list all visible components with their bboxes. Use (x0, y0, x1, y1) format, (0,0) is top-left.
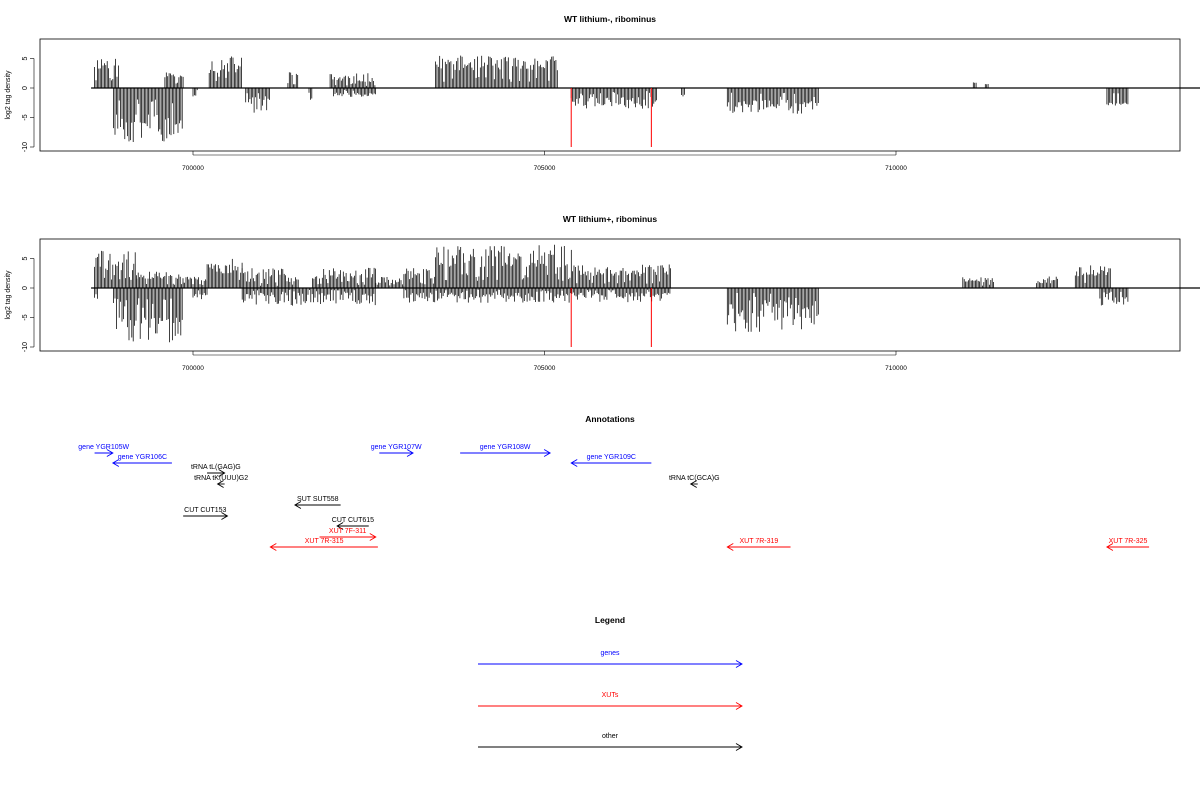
annotation-feature: gene YGR107W (371, 444, 422, 457)
annotation-arrowhead (294, 501, 302, 509)
annotation-label: tRNA tC(GCA)G (669, 475, 720, 482)
annotation-label: gene YGR105W (78, 444, 129, 451)
annotation-arrowhead (726, 543, 734, 551)
annotation-label: CUT CUT153 (184, 507, 226, 514)
annotation-feature: SUT SUT558 (294, 496, 341, 509)
annotation-feature: gene YGR109C (570, 454, 652, 467)
y-tick-label: 0 (22, 86, 29, 90)
y-tick-label: 0 (22, 286, 29, 290)
annotation-feature: CUT CUT153 (183, 507, 229, 520)
panel2-plot: 5 0 -5 -10 700000 705000 710000 (22, 244, 1200, 372)
annotation-label: gene YGR109C (587, 454, 636, 461)
annotation-feature: XUT 7R-315 (269, 538, 378, 551)
annotation-tracks: gene YGR105W gene YGR106C tRNA tL(GAG)G tRN… (78, 444, 1150, 551)
legend-label: XUTs (602, 692, 619, 699)
legend-arrowhead (735, 702, 743, 710)
annotation-label: XUT 7R-319 (740, 538, 779, 545)
y-tick-label: -10 (22, 342, 29, 352)
panel1-frame (39, 38, 1181, 152)
annotation-label: XUT 7R-315 (305, 538, 344, 545)
panel2-title: WT lithium+, ribominus (563, 214, 657, 224)
x-tick-label: 710000 (885, 165, 907, 172)
annotation-feature: CUT CUT615 (332, 517, 374, 530)
annotation-arrowhead (269, 543, 277, 551)
annotation-feature: XUT 7R-325 (1106, 538, 1150, 551)
annotation-arrowhead (1106, 543, 1114, 551)
annotation-feature: tRNA tC(GCA)G (669, 475, 720, 488)
legend: genes XUTs other (478, 650, 743, 751)
annotation-label: XUT 7F-311 (329, 528, 367, 535)
y-tick-label: -10 (22, 142, 29, 152)
annotation-label: gene YGR108W (480, 444, 531, 451)
legend-title: Legend (595, 615, 625, 625)
x-tick-label: 700000 (182, 365, 204, 372)
annotation-arrowhead (216, 480, 224, 488)
y-tick-label: -5 (22, 314, 29, 320)
x-tick-label: 705000 (534, 365, 556, 372)
annotations-title: Annotations (585, 414, 635, 424)
panel1-plot: 5 0 -5 -10 700000 705000 710000 (22, 55, 1200, 172)
annotation-label: tRNA tK(UUU)G2 (194, 475, 248, 482)
annotation-feature: XUT 7R-319 (726, 538, 791, 551)
annotation-arrowhead (106, 449, 114, 457)
annotation-label: CUT CUT615 (332, 517, 374, 524)
y-tick-label: 5 (22, 56, 29, 60)
annotation-arrowhead (570, 459, 578, 467)
annotation-label: tRNA tL(GAG)G (191, 464, 241, 471)
legend-arrowhead (735, 743, 743, 751)
panel2-frame (39, 238, 1181, 352)
annotation-arrowhead (111, 459, 120, 467)
annotation-feature: gene YGR106C (111, 454, 172, 467)
annotation-label: XUT 7R-325 (1109, 538, 1148, 545)
annotation-feature: XUT 7F-311 (319, 528, 377, 541)
annotation-arrowhead (369, 533, 377, 541)
x-tick-label: 710000 (885, 365, 907, 372)
panel2-ylabel: log2 tag density (5, 270, 12, 320)
annotation-arrowhead (336, 522, 344, 530)
y-tick-label: 5 (22, 256, 29, 260)
annotation-feature: gene YGR105W (78, 444, 130, 457)
annotation-arrowhead (218, 469, 226, 477)
legend-label: genes (600, 650, 620, 657)
legend-label: other (602, 733, 619, 740)
annotation-arrowhead (689, 480, 697, 488)
legend-item: other (478, 733, 743, 751)
legend-arrowhead (735, 660, 743, 668)
annotation-arrowhead (221, 512, 229, 520)
legend-item: genes (478, 650, 743, 668)
annotation-label: gene YGR106C (118, 454, 167, 461)
panel1-ylabel: log2 tag density (5, 70, 12, 120)
panel1-title: WT lithium-, ribominus (564, 14, 656, 24)
annotation-feature: gene YGR108W (460, 444, 552, 457)
annotation-arrowhead (543, 449, 552, 457)
x-tick-label: 700000 (182, 165, 204, 172)
annotation-label: gene YGR107W (371, 444, 422, 451)
x-tick-label: 705000 (534, 165, 556, 172)
annotation-label: SUT SUT558 (297, 496, 339, 503)
legend-item: XUTs (478, 692, 743, 710)
annotation-arrowhead (406, 449, 414, 457)
annotation-feature: tRNA tK(UUU)G2 (194, 475, 248, 488)
annotation-feature: tRNA tL(GAG)G (191, 464, 241, 477)
y-tick-label: -5 (22, 114, 29, 120)
